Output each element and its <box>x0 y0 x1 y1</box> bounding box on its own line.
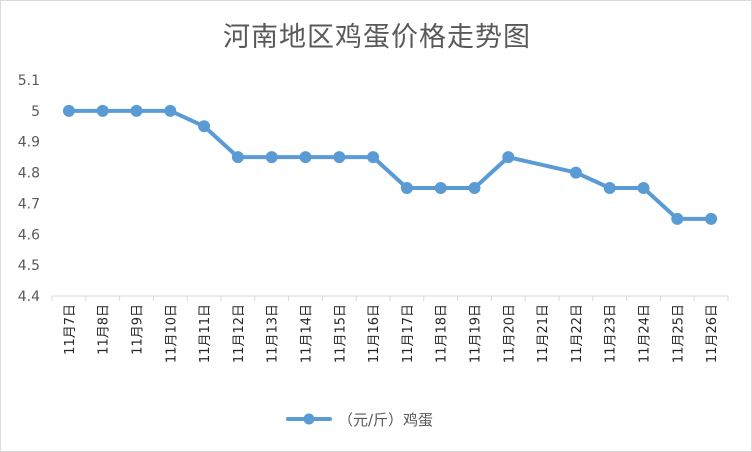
data-point <box>569 166 582 179</box>
data-point <box>130 104 143 117</box>
x-tick-label: 11月7日 <box>63 304 78 355</box>
data-point <box>96 104 109 117</box>
data-point <box>603 182 616 194</box>
y-tick-label: 4.4 <box>18 289 40 305</box>
data-point <box>502 151 515 164</box>
x-tick-label: 11月8日 <box>97 304 112 355</box>
legend-marker <box>303 413 315 425</box>
x-tick-label: 11月11日 <box>198 304 213 363</box>
y-tick-label: 5.1 <box>18 73 40 89</box>
data-point <box>671 212 684 225</box>
x-tick-label: 11月13日 <box>266 304 281 363</box>
y-tick-label: 4.9 <box>18 135 40 151</box>
x-tick-label: 11月21日 <box>536 304 551 363</box>
data-point <box>400 182 413 194</box>
x-tick-label: 11月23日 <box>604 304 619 363</box>
x-tick-label: 11月17日 <box>401 304 416 363</box>
data-point <box>299 151 312 164</box>
data-point <box>62 104 75 117</box>
data-point <box>265 151 278 164</box>
x-tick-label: 11月10日 <box>164 304 179 363</box>
x-tick-label: 11月18日 <box>435 304 450 363</box>
y-tick-label: 5 <box>31 104 40 120</box>
y-tick-label: 4.6 <box>18 227 40 243</box>
data-point <box>367 151 380 164</box>
x-tick-label: 11月20日 <box>502 304 517 363</box>
x-tick-label: 11月26日 <box>705 304 720 363</box>
series-line <box>66 108 714 221</box>
data-point <box>333 151 346 164</box>
x-tick-label: 11月25日 <box>671 304 686 363</box>
x-tick-label: 11月24日 <box>638 304 653 363</box>
data-point <box>231 151 244 164</box>
data-point <box>198 120 211 133</box>
data-point <box>705 212 718 225</box>
x-tick-label: 11月22日 <box>570 304 585 363</box>
y-tick-label: 4.7 <box>18 196 40 212</box>
x-tick-label: 11月9日 <box>131 304 146 355</box>
x-tick-label: 11月19日 <box>469 304 484 363</box>
y-tick-label: 4.5 <box>18 258 40 274</box>
data-point <box>637 182 650 194</box>
chart-title: 河南地区鸡蛋价格走势图 <box>223 22 531 53</box>
x-tick-label: 11月12日 <box>232 304 247 363</box>
legend-label: （元/斤）鸡蛋 <box>338 411 433 429</box>
x-tick-label: 11月15日 <box>333 304 348 363</box>
y-tick-label: 4.8 <box>18 166 40 182</box>
data-point <box>468 182 481 194</box>
data-point <box>164 104 177 117</box>
x-tick-label: 11月16日 <box>367 304 382 363</box>
x-tick-label: 11月14日 <box>300 304 315 363</box>
data-point <box>434 182 447 194</box>
